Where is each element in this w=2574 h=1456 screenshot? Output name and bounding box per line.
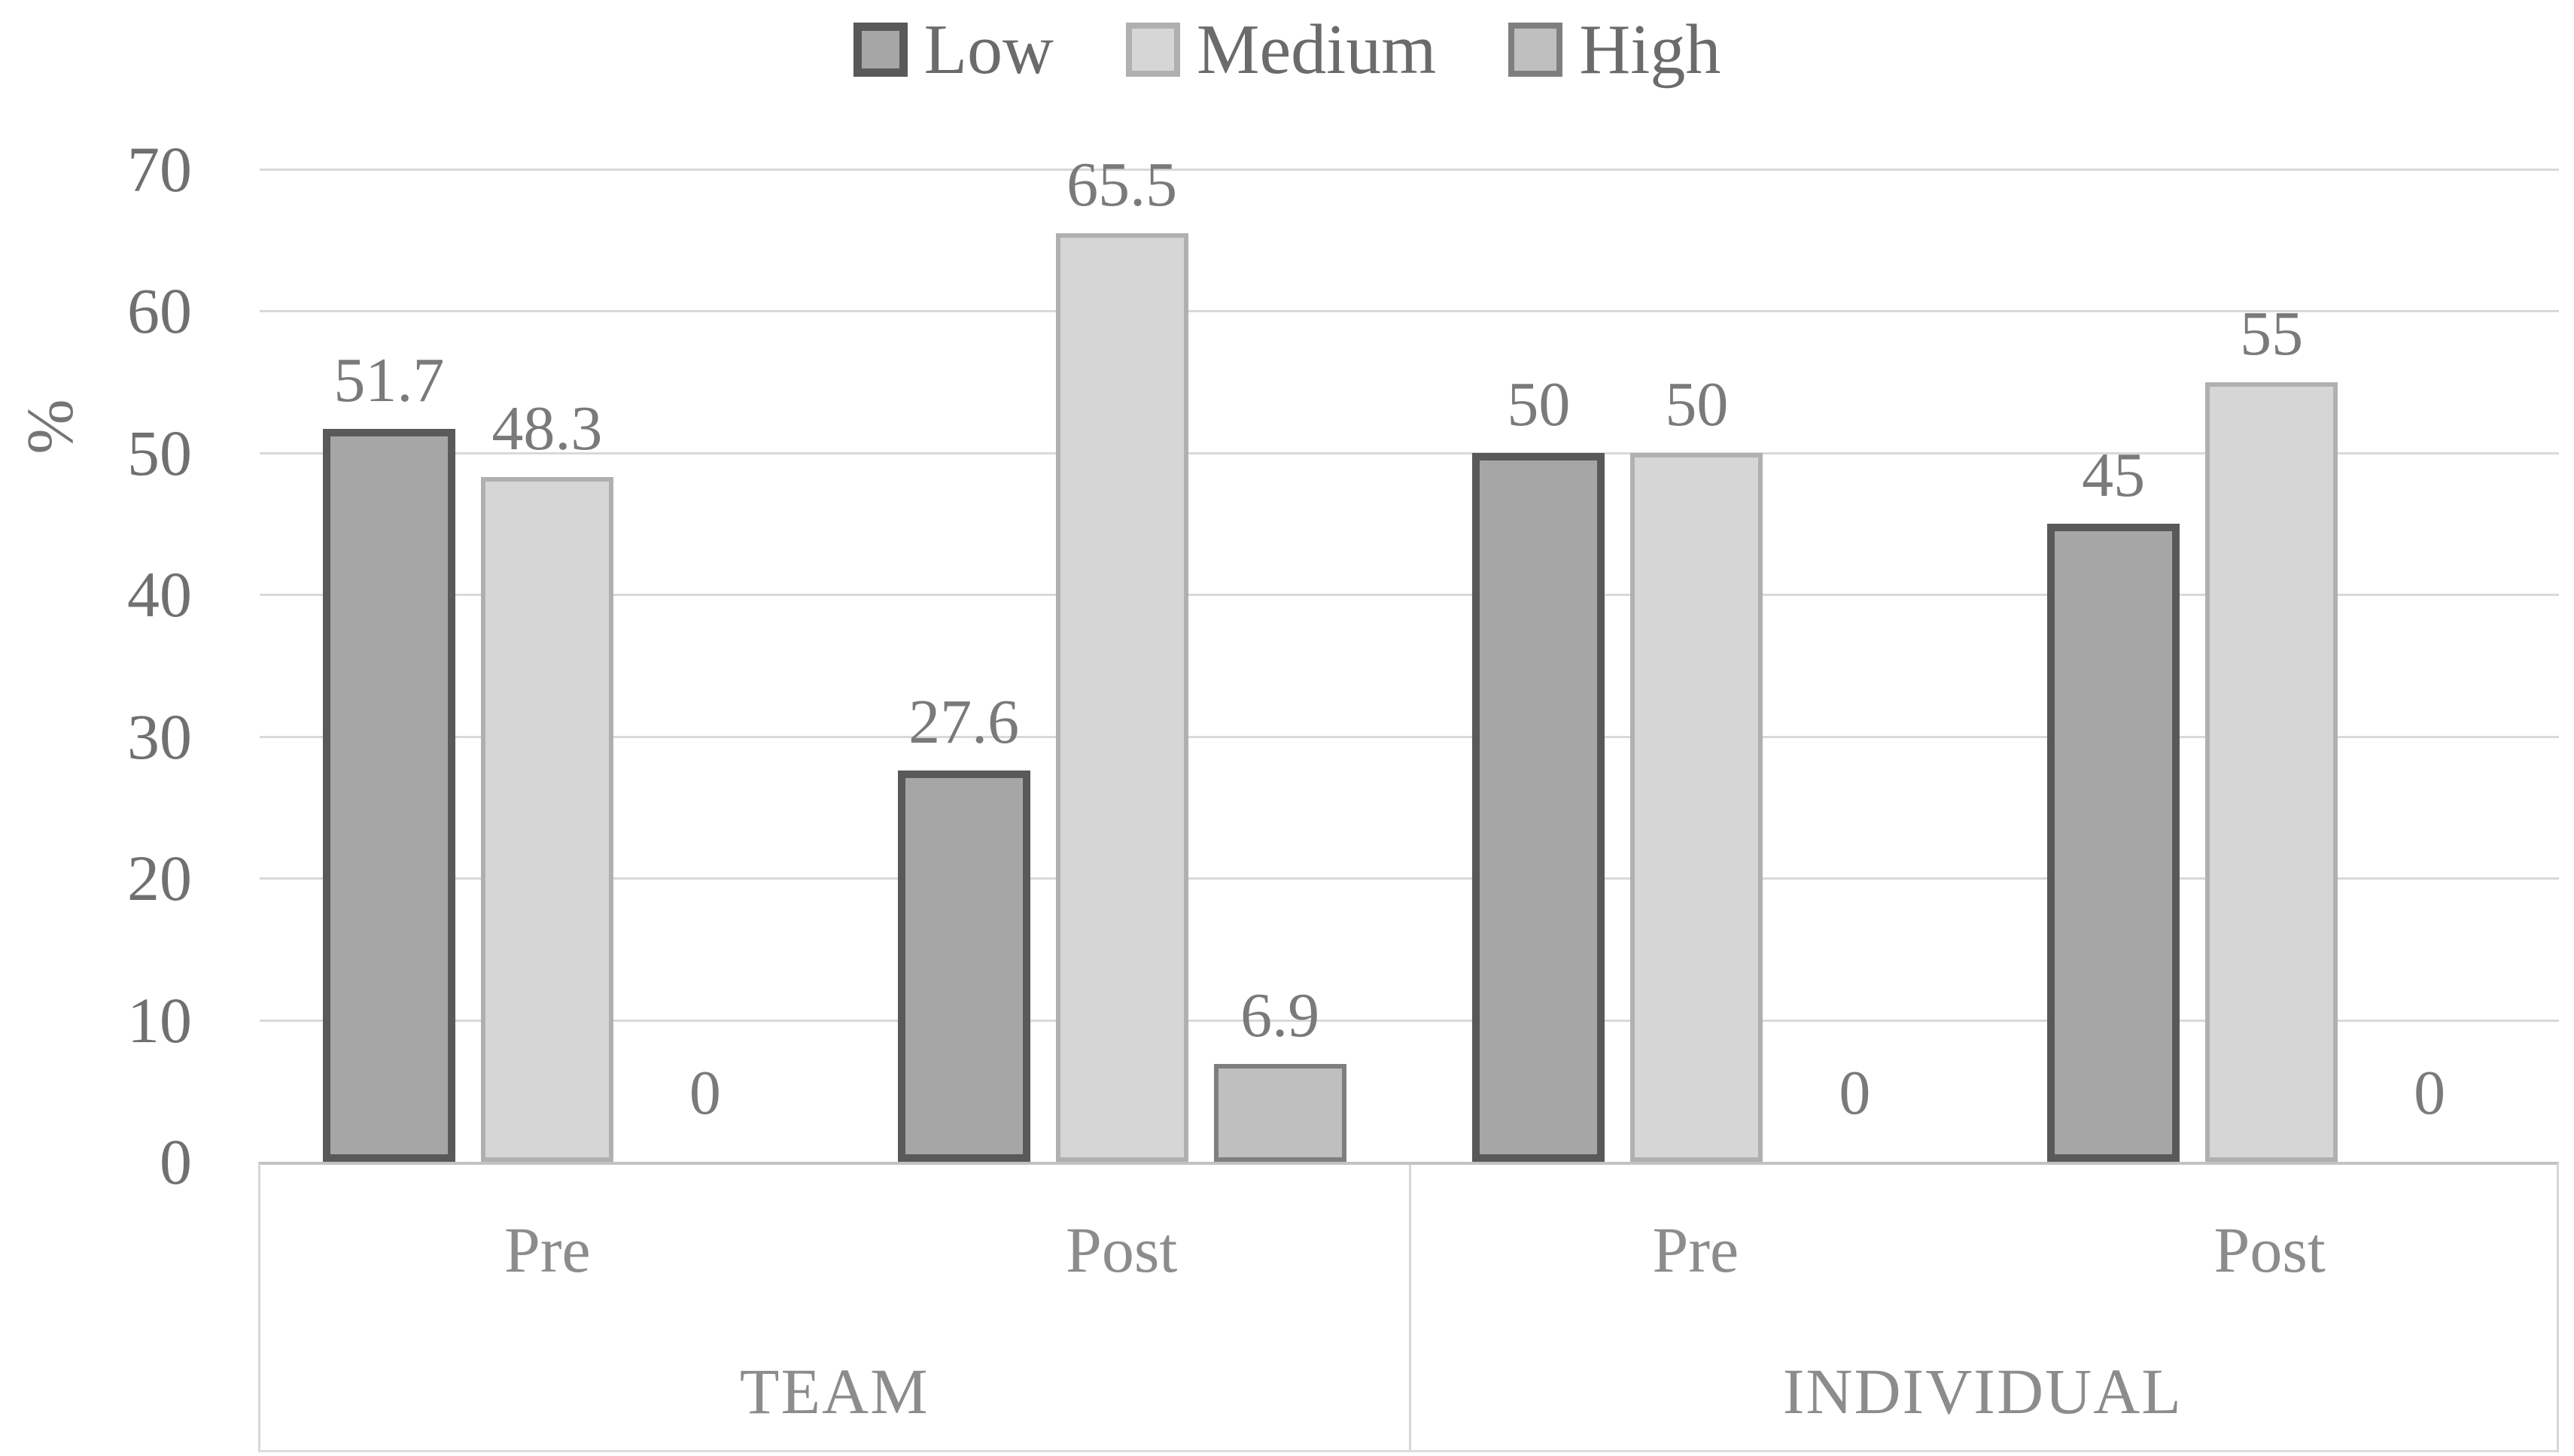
legend-label-low: Low	[923, 11, 1054, 89]
group-label-team: TEAM	[739, 1355, 930, 1427]
y-tick-label-50: 50	[127, 416, 192, 489]
bar-label-low-individual-post: 45	[2082, 440, 2146, 510]
legend-swatch-high-icon	[1508, 23, 1563, 77]
bar-medium-team-post	[1055, 233, 1188, 1162]
bar-label-high-team-pre: 0	[689, 1058, 721, 1128]
y-tick-label-60: 60	[127, 275, 192, 348]
bar-high-team-post	[1213, 1064, 1346, 1162]
y-tick-label-0: 0	[160, 1126, 192, 1198]
group-label-individual: INDIVIDUAL	[1782, 1355, 2183, 1427]
y-tick-label-30: 30	[127, 700, 192, 773]
bar-label-medium-team-pre: 48.3	[491, 394, 603, 464]
bar-label-low-team-post: 27.6	[908, 687, 1020, 757]
y-tick-label-20: 20	[127, 842, 192, 915]
bar-medium-individual-post	[2205, 382, 2338, 1162]
bar-label-medium-individual-post: 55	[2240, 299, 2304, 369]
category-label-team-pre: Pre	[504, 1214, 591, 1286]
plot-area: 51.7 48.3 0 27.6 65.5 6.9 50 50 0 45 55 0	[260, 150, 2559, 1162]
bar-label-low-team-pre: 51.7	[333, 345, 445, 415]
gridline-10	[260, 1019, 2559, 1022]
y-tick-label-70: 70	[127, 133, 192, 205]
y-tick-label-40: 40	[127, 558, 192, 631]
bar-label-low-individual-pre: 50	[1507, 369, 1571, 439]
gridline-30	[260, 735, 2559, 738]
legend-swatch-medium-icon	[1125, 23, 1180, 77]
category-label-individual-post: Post	[2213, 1214, 2326, 1286]
bar-low-team-post	[897, 771, 1030, 1162]
bar-label-high-individual-pre: 0	[1839, 1058, 1871, 1128]
category-axis: Pre Post Pre Post TEAM INDIVIDUAL	[258, 1162, 2559, 1452]
gridline-50	[260, 451, 2559, 454]
bar-label-high-team-post: 6.9	[1240, 980, 1320, 1050]
legend-label-medium: Medium	[1196, 11, 1437, 89]
y-tick-label-10: 10	[127, 983, 192, 1056]
bar-medium-individual-pre	[1630, 453, 1763, 1162]
legend-item-medium: Medium	[1125, 11, 1437, 89]
bar-low-individual-pre	[1472, 453, 1605, 1162]
legend-item-high: High	[1508, 11, 1721, 89]
gridline-40	[260, 594, 2559, 597]
legend-swatch-low-icon	[853, 23, 908, 77]
legend-label-high: High	[1579, 11, 1721, 89]
bar-label-medium-individual-pre: 50	[1665, 369, 1729, 439]
gridline-20	[260, 877, 2559, 880]
group-divider-line	[1408, 1165, 1411, 1450]
gridline-60	[260, 310, 2559, 313]
chart-legend: Low Medium High	[0, 11, 2574, 89]
legend-item-low: Low	[853, 11, 1054, 89]
bar-label-medium-team-post: 65.5	[1066, 150, 1178, 220]
category-label-team-post: Post	[1066, 1214, 1178, 1286]
bar-low-team-pre	[322, 429, 455, 1162]
bar-low-individual-post	[2047, 524, 2180, 1162]
bar-medium-team-pre	[480, 477, 613, 1162]
bar-label-high-individual-post: 0	[2414, 1058, 2446, 1128]
gridline-70	[260, 169, 2559, 171]
category-label-individual-pre: Pre	[1652, 1214, 1739, 1286]
